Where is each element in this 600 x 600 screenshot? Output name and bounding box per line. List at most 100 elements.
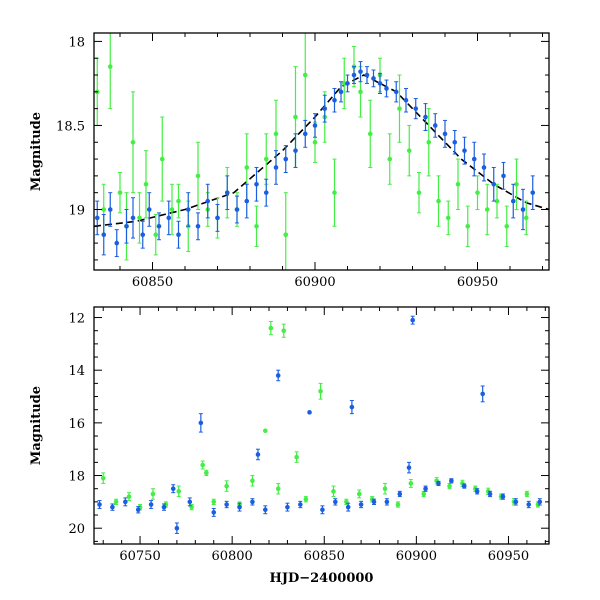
bottom-blue-point: [461, 483, 467, 489]
bottom-blue-point: [148, 502, 154, 507]
top-blue-point: [114, 240, 120, 246]
top-blue-point: [432, 123, 438, 128]
top-blue-point: [244, 198, 250, 204]
bottom-blue-point: [333, 499, 338, 505]
top-y-tick-label: 18.5: [56, 119, 85, 134]
top-plot-frame: [93, 32, 550, 271]
bottom-y-tick-label: 18: [68, 470, 85, 485]
bottom-x-tick-label: 60900: [396, 549, 437, 564]
bottom-blue-point: [384, 499, 390, 505]
bottom-green-point: [294, 454, 299, 460]
top-blue-point: [302, 131, 308, 137]
bottom-green-point: [126, 494, 132, 499]
bottom-blue-point: [423, 486, 428, 492]
bottom-blue-point: [474, 489, 480, 494]
bottom-blue-point: [406, 465, 412, 470]
top-blue-point: [491, 181, 497, 187]
bottom-blue-point: [307, 410, 312, 415]
top-green-point: [341, 81, 347, 86]
top-blue-point: [442, 131, 448, 137]
top-panel: 60850 60900 60950 18 18.5 19 Magnitude: [29, 32, 550, 290]
top-blue-point: [146, 207, 152, 212]
bottom-blue-point: [436, 481, 441, 486]
top-green-point: [475, 190, 480, 195]
top-plot-area: [94, 33, 549, 270]
top-x-tick-label: 60850: [132, 275, 173, 290]
top-green-point: [169, 207, 175, 212]
top-blue-point: [205, 198, 211, 204]
top-blue-point: [263, 190, 269, 195]
bottom-blue-point: [449, 478, 454, 484]
top-green-point: [494, 198, 500, 204]
top-green-point: [465, 223, 471, 229]
top-blue-point: [166, 215, 172, 221]
bottom-green-point: [281, 328, 287, 334]
bottom-green-point: [211, 499, 217, 505]
top-blue-point: [384, 86, 389, 91]
bottom-green-point: [263, 428, 268, 434]
top-blue-point: [332, 97, 337, 103]
top-blue-point: [471, 156, 477, 162]
bottom-blue-point: [198, 420, 204, 426]
bottom-blue-point: [224, 502, 229, 507]
bottom-blue-point: [174, 525, 180, 531]
top-green-point: [153, 232, 159, 238]
top-blue-point: [393, 89, 399, 95]
top-x-tick-label: 60900: [294, 275, 335, 290]
top-blue-point: [413, 106, 419, 111]
bottom-blue-point: [161, 504, 167, 510]
bottom-blue-point: [110, 504, 115, 510]
top-green-point: [101, 207, 107, 212]
bottom-plot-area: [97, 315, 543, 534]
bottom-y-axis-label: Magnitude: [29, 386, 44, 465]
top-green-point: [416, 190, 422, 195]
top-green-point: [426, 139, 432, 145]
top-blue-point: [338, 89, 344, 95]
bottom-blue-point: [275, 373, 281, 378]
top-blue-point: [124, 223, 129, 229]
top-green-point: [254, 223, 259, 229]
top-blue-point: [423, 114, 428, 120]
top-blue-point: [224, 190, 230, 195]
bottom-blue-point: [170, 486, 176, 492]
bottom-y-tick-label: 20: [68, 522, 85, 537]
top-green-point: [263, 156, 269, 162]
top-green-point: [273, 131, 279, 137]
top-blue-point: [501, 173, 506, 179]
top-green-point: [367, 131, 373, 137]
bottom-x-tick-label: 60750: [119, 549, 160, 564]
top-green-point: [397, 106, 402, 111]
top-green-point: [117, 190, 123, 195]
bottom-green-point: [421, 491, 427, 497]
bottom-blue-point: [358, 502, 364, 507]
top-x-tick-label: 60950: [457, 275, 498, 290]
bottom-blue-point: [480, 391, 485, 397]
bottom-blue-point: [537, 499, 543, 505]
bottom-green-point: [447, 483, 452, 489]
bottom-blue-point: [263, 507, 268, 513]
bottom-blue-point: [187, 499, 193, 505]
bottom-y-tick-label: 12: [68, 312, 85, 327]
top-green-point: [406, 148, 412, 153]
top-green-point: [358, 89, 363, 95]
bottom-blue-point: [345, 504, 351, 510]
top-blue-point: [185, 207, 191, 212]
top-blue-point: [510, 198, 516, 204]
top-green-point: [312, 139, 318, 145]
top-green-point: [523, 215, 529, 221]
top-green-point: [514, 181, 519, 187]
bottom-x-tick-label: 60850: [304, 549, 345, 564]
top-blue-point: [312, 123, 318, 128]
bottom-blue-point: [320, 507, 325, 513]
bottom-green-point: [408, 481, 414, 486]
bottom-green-point: [200, 462, 205, 468]
bottom-blue-point: [397, 491, 403, 497]
top-blue-point: [176, 232, 181, 238]
top-blue-point: [351, 72, 357, 78]
top-blue-point: [377, 81, 383, 86]
bottom-blue-point: [135, 507, 141, 513]
bottom-blue-point: [97, 502, 102, 507]
top-green-point: [445, 215, 451, 221]
top-blue-point: [322, 106, 328, 111]
